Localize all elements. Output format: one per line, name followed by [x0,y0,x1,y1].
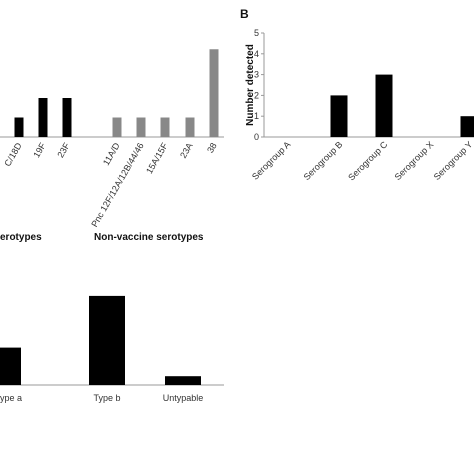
panel-a-tick-label: 19F [31,141,48,160]
panel-b-tick-label: Serogroup X [393,139,436,182]
panel-a-tick-label: 15A/15F [144,141,170,176]
panel-a-bar [62,98,72,137]
panel-b-bar [460,116,474,137]
panel-b-tick-label: Serogroup Y [432,139,474,182]
panel-b-y-tick-label: 1 [254,111,259,121]
panel-b-label: B [240,7,249,21]
panel-b-y-axis-title: Number detected [245,44,256,126]
panel-b-bar [330,95,348,137]
panel-a-bar [185,117,195,137]
panel-b-tick-label: Serogroup B [302,139,345,182]
panel-a-bar [112,117,122,137]
panel-b-y-tick-label: 2 [254,90,259,100]
panel-a-group-label-non-vaccine: Non-vaccine serotypes [94,232,204,243]
panel-c-bar [89,295,125,385]
panel-b-bar [375,74,393,137]
panel-a-bar [160,117,170,137]
panel-a-bar [38,98,48,137]
panel-a-bar [209,49,219,137]
panel-b-y-tick-label: 0 [254,132,259,142]
panel-c-tick-label: Type b [93,393,120,403]
panel-b-tick-label: Serogroup C [346,139,390,183]
panel-c-types: ype a Type b Untypable [0,295,224,403]
panel-a-tick-label: C/18D [2,141,24,169]
panel-b-tick-label: Serogroup A [250,139,292,181]
panel-c-bar [165,376,201,385]
panel-b-y-tick-label: 3 [254,70,259,80]
panel-a-bar [14,117,24,137]
panel-a-bar [136,117,146,137]
panel-a-tick-label: 23A [178,141,195,160]
panel-a-tick-label: 38 [205,141,219,155]
panel-a-group-label-vaccine: erotypes [0,232,42,243]
panel-a-tick-label: Pnc 12F/12A/12B/44/46 [89,141,145,229]
panel-a-tick-label: 11A/D [101,141,122,168]
panel-b-y-tick-label: 4 [254,49,259,59]
panel-a-tick-label: 23F [55,141,72,160]
panel-b-y-tick-label: 5 [254,28,259,38]
panel-c-bar [0,347,21,385]
panel-c-tick-label: ype a [0,393,22,403]
panel-c-tick-label: Untypable [163,393,204,403]
